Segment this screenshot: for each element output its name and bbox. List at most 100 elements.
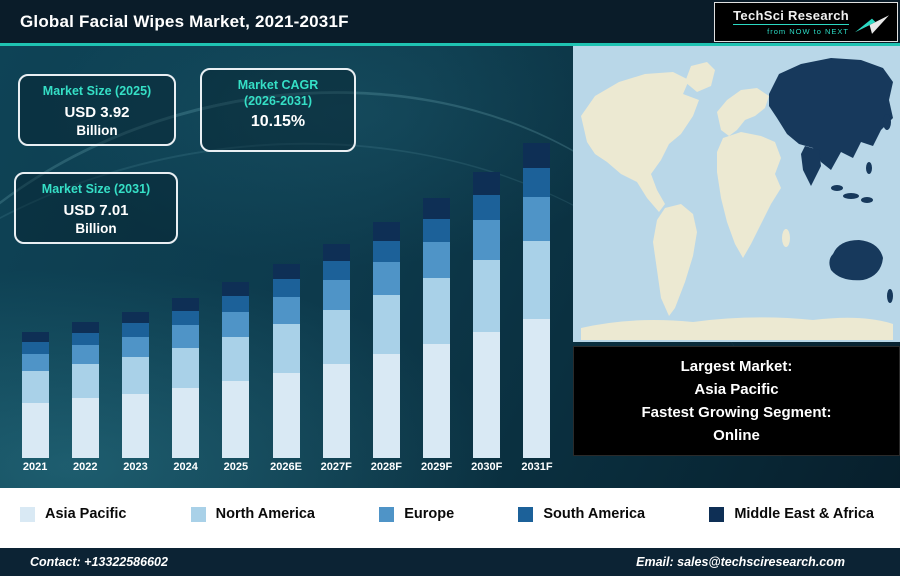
stacked-bar-2022 — [71, 134, 99, 458]
stacked-bar-2025 — [222, 134, 250, 458]
bar-segment — [71, 332, 99, 346]
legend-item: South America — [518, 506, 645, 522]
stacked-bar-2021 — [21, 134, 49, 458]
legend-swatch — [518, 506, 534, 522]
map-japan — [883, 114, 891, 130]
bar-segment — [272, 296, 300, 324]
legend-label: Asia Pacific — [45, 506, 127, 522]
map-europe — [717, 88, 769, 136]
world-map — [573, 46, 900, 342]
stat-label: Market CAGR — [237, 78, 319, 92]
stacked-bar-2023 — [121, 134, 149, 458]
stacked-bar-2031F — [523, 134, 551, 458]
largest-market-label: Largest Market: — [680, 357, 793, 375]
bar-slot-2029F — [412, 134, 462, 458]
bar-slot-2024 — [161, 134, 211, 458]
bar-segment — [372, 222, 400, 242]
page-title: Global Facial Wipes Market, 2021-2031F — [20, 11, 349, 31]
bar-segment — [523, 196, 551, 241]
logo-name: TechSci Research — [733, 8, 849, 25]
bar-segment — [322, 310, 350, 364]
bar-segment — [322, 243, 350, 261]
x-axis-label: 2027F — [320, 461, 352, 473]
bar-segment — [121, 311, 149, 324]
bar-slot-2026E — [261, 134, 311, 458]
stat-box-market-size-2031: Market Size (2031) USD 7.01 Billion — [14, 172, 178, 244]
bar-segment — [272, 263, 300, 280]
bar-segment — [523, 240, 551, 320]
bar-segment — [473, 171, 501, 195]
bar-slot-2028F — [361, 134, 411, 458]
bar-segment — [423, 278, 451, 344]
stat-label-line2: (2026-2031) — [243, 93, 313, 108]
stacked-bar-2027F — [322, 134, 350, 458]
bar-segment — [272, 372, 300, 458]
bar-segment — [222, 336, 250, 381]
legend-item: Middle East & Africa — [709, 506, 874, 522]
bar-segment — [473, 260, 501, 332]
bar-segment — [71, 398, 99, 458]
stat-label: Market Size (2025) — [42, 84, 152, 98]
footer-email: Email: sales@techsciresearch.com — [636, 555, 845, 569]
bar-segment — [523, 168, 551, 197]
stat-box-market-cagr: Market CAGR (2026-2031) 10.15% — [200, 68, 356, 152]
bar-segment — [322, 260, 350, 281]
x-axis-label: 2023 — [123, 461, 148, 473]
bar-slot-2023 — [110, 134, 160, 458]
stat-value: USD 7.01 — [63, 201, 129, 219]
bar-segment — [21, 371, 49, 403]
bar-segment — [423, 343, 451, 458]
bar-segment — [322, 280, 350, 311]
bar-segment — [222, 311, 250, 337]
x-axis-label: 2024 — [173, 461, 198, 473]
legend-swatch — [190, 506, 206, 522]
bar-segment — [172, 347, 200, 388]
map-north-america — [581, 72, 699, 212]
bar-slot-2021 — [10, 134, 60, 458]
map-philippines — [866, 162, 872, 174]
bar-segment — [121, 393, 149, 458]
map-south-america — [653, 204, 697, 316]
bar-segment — [372, 354, 400, 458]
stacked-bar-2029F — [423, 134, 451, 458]
legend-swatch — [709, 506, 725, 522]
bar-segment — [523, 143, 551, 169]
bar-segment — [121, 357, 149, 394]
legend-label: North America — [215, 506, 315, 522]
map-indonesia-1 — [831, 185, 843, 191]
stacked-bar-2028F — [372, 134, 400, 458]
bar-segment — [172, 387, 200, 458]
bar-segment — [473, 332, 501, 458]
bar-segment — [372, 262, 400, 296]
bar-segment — [71, 345, 99, 364]
fastest-segment-label: Fastest Growing Segment: — [641, 404, 832, 421]
footer-bar: Contact: +13322586602 Email: sales@techs… — [0, 548, 900, 576]
bar-segment — [322, 363, 350, 458]
bar-slot-2031F — [512, 134, 562, 458]
legend-label: Middle East & Africa — [734, 506, 874, 522]
bar-segment — [71, 363, 99, 399]
bar-slot-2027F — [311, 134, 361, 458]
stacked-bar-2030F — [473, 134, 501, 458]
stat-value: USD 3.92 — [64, 103, 130, 121]
bar-segment — [172, 298, 200, 311]
bar-segment — [21, 402, 49, 458]
largest-market-box: Largest Market: Asia Pacific Fastest Gro… — [573, 346, 900, 456]
bar-slot-2022 — [60, 134, 110, 458]
stat-unit: Billion — [76, 122, 118, 138]
bar-segment — [473, 220, 501, 261]
logo-text-block: TechSci Research from NOW to NEXT — [733, 8, 849, 36]
map-asia — [769, 58, 893, 170]
largest-market-value: Asia Pacific — [694, 380, 779, 398]
bar-segment — [473, 194, 501, 221]
bar-segment — [222, 282, 250, 297]
footer-contact: Contact: +13322586602 — [30, 555, 168, 569]
map-antarctica — [581, 317, 893, 340]
map-australia — [829, 240, 883, 281]
bar-segment — [172, 310, 200, 326]
legend-item: Asia Pacific — [20, 506, 126, 522]
bar-segment — [121, 323, 149, 337]
bar-segment — [21, 342, 49, 354]
stacked-bar-2024 — [172, 134, 200, 458]
bar-slot-2025 — [211, 134, 261, 458]
